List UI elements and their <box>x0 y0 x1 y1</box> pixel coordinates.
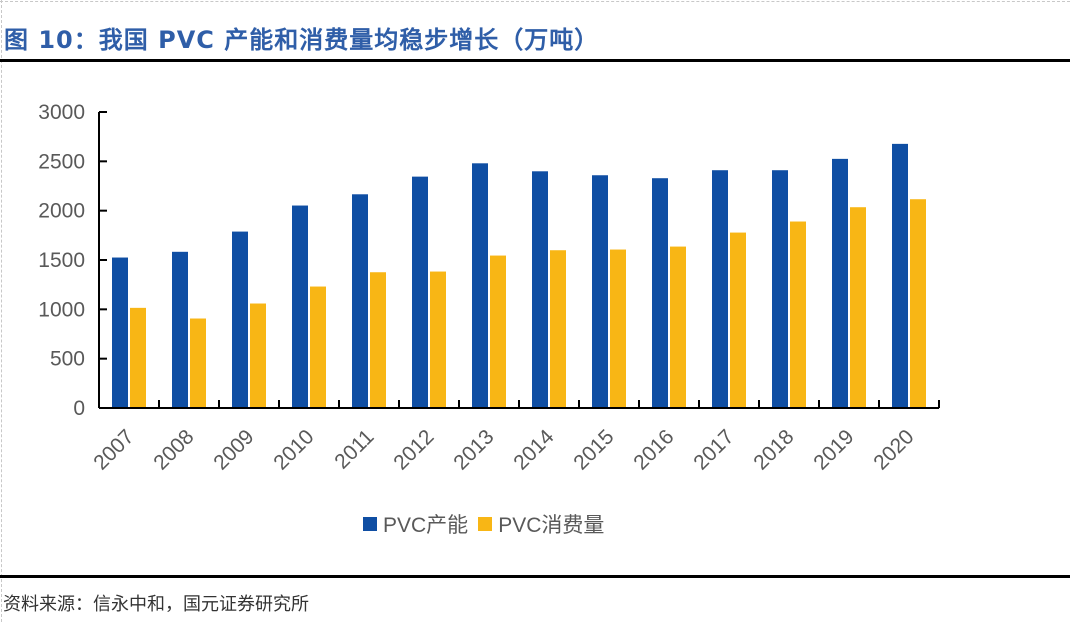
legend-label-consumption: PVC消费量 <box>498 514 605 537</box>
x-tick-label: 2016 <box>629 425 678 474</box>
x-tick-label: 2011 <box>330 425 378 473</box>
title-divider <box>0 59 1070 62</box>
bar-capacity-2008 <box>172 251 188 408</box>
y-tick-label: 2500 <box>38 150 85 173</box>
bar-capacity-2018 <box>772 170 788 408</box>
bar-consumption-2011 <box>370 272 386 408</box>
y-tick-label: 3000 <box>38 101 85 124</box>
bar-capacity-2012 <box>412 176 428 408</box>
bar-consumption-2014 <box>550 250 566 408</box>
x-tick-label: 2020 <box>869 425 918 474</box>
bar-capacity-2019 <box>832 158 848 408</box>
x-tick-label: 2018 <box>749 425 798 474</box>
bar-capacity-2007 <box>112 257 128 408</box>
bar-consumption-2019 <box>850 207 866 408</box>
y-tick-label: 0 <box>73 397 85 420</box>
x-tick-label: 2017 <box>689 425 738 474</box>
y-tick-label: 2000 <box>38 200 85 223</box>
x-tick-label: 2007 <box>89 425 138 474</box>
bars-group <box>112 143 926 409</box>
bar-consumption-2015 <box>610 249 626 408</box>
x-tick-label: 2015 <box>569 425 618 474</box>
legend-swatch-consumption <box>478 517 493 531</box>
y-tick-label: 500 <box>50 348 85 371</box>
bar-consumption-2007 <box>130 307 146 408</box>
bar-consumption-2013 <box>490 255 506 408</box>
bar-capacity-2011 <box>352 194 368 408</box>
bar-consumption-2020 <box>910 199 926 408</box>
bar-consumption-2017 <box>730 232 746 408</box>
bar-consumption-2009 <box>250 303 266 408</box>
frame-border-left <box>1 0 2 622</box>
bar-capacity-2016 <box>652 178 668 408</box>
bar-consumption-2008 <box>190 318 206 408</box>
bar-consumption-2010 <box>310 286 326 408</box>
legend: PVC产能 PVC消费量 <box>363 509 614 539</box>
x-tick-label: 2019 <box>809 425 858 474</box>
legend-label-capacity: PVC产能 <box>383 514 469 537</box>
source-note: 资料来源：信永中和，国元证券研究所 <box>3 594 309 615</box>
x-tick-label: 2014 <box>509 425 559 475</box>
bar-capacity-2015 <box>592 175 608 408</box>
bar-capacity-2010 <box>292 205 308 408</box>
bar-consumption-2012 <box>430 271 446 408</box>
x-tick-label: 2010 <box>269 425 318 474</box>
legend-swatch-capacity <box>363 517 377 531</box>
bar-capacity-2014 <box>532 171 548 408</box>
x-tick-label: 2009 <box>209 425 258 474</box>
y-tick-label: 1500 <box>38 249 85 272</box>
legend-item-capacity: PVC产能 <box>363 509 468 539</box>
x-tick-label: 2012 <box>389 425 438 474</box>
frame-border-top <box>0 1 1070 2</box>
bar-capacity-2009 <box>232 231 248 408</box>
figure-title: 图 10：我国 PVC 产能和消费量均稳步增长（万吨） <box>4 26 600 54</box>
bar-consumption-2016 <box>670 246 686 408</box>
bar-capacity-2013 <box>472 163 488 408</box>
legend-item-consumption: PVC消费量 <box>478 509 604 539</box>
bar-capacity-2020 <box>892 143 908 409</box>
source-divider <box>0 575 1070 578</box>
bar-consumption-2018 <box>790 221 806 408</box>
y-tick-label: 1000 <box>38 298 85 321</box>
x-tick-label: 2008 <box>149 425 198 474</box>
bar-capacity-2017 <box>712 170 728 408</box>
x-tick-label: 2013 <box>449 425 498 474</box>
